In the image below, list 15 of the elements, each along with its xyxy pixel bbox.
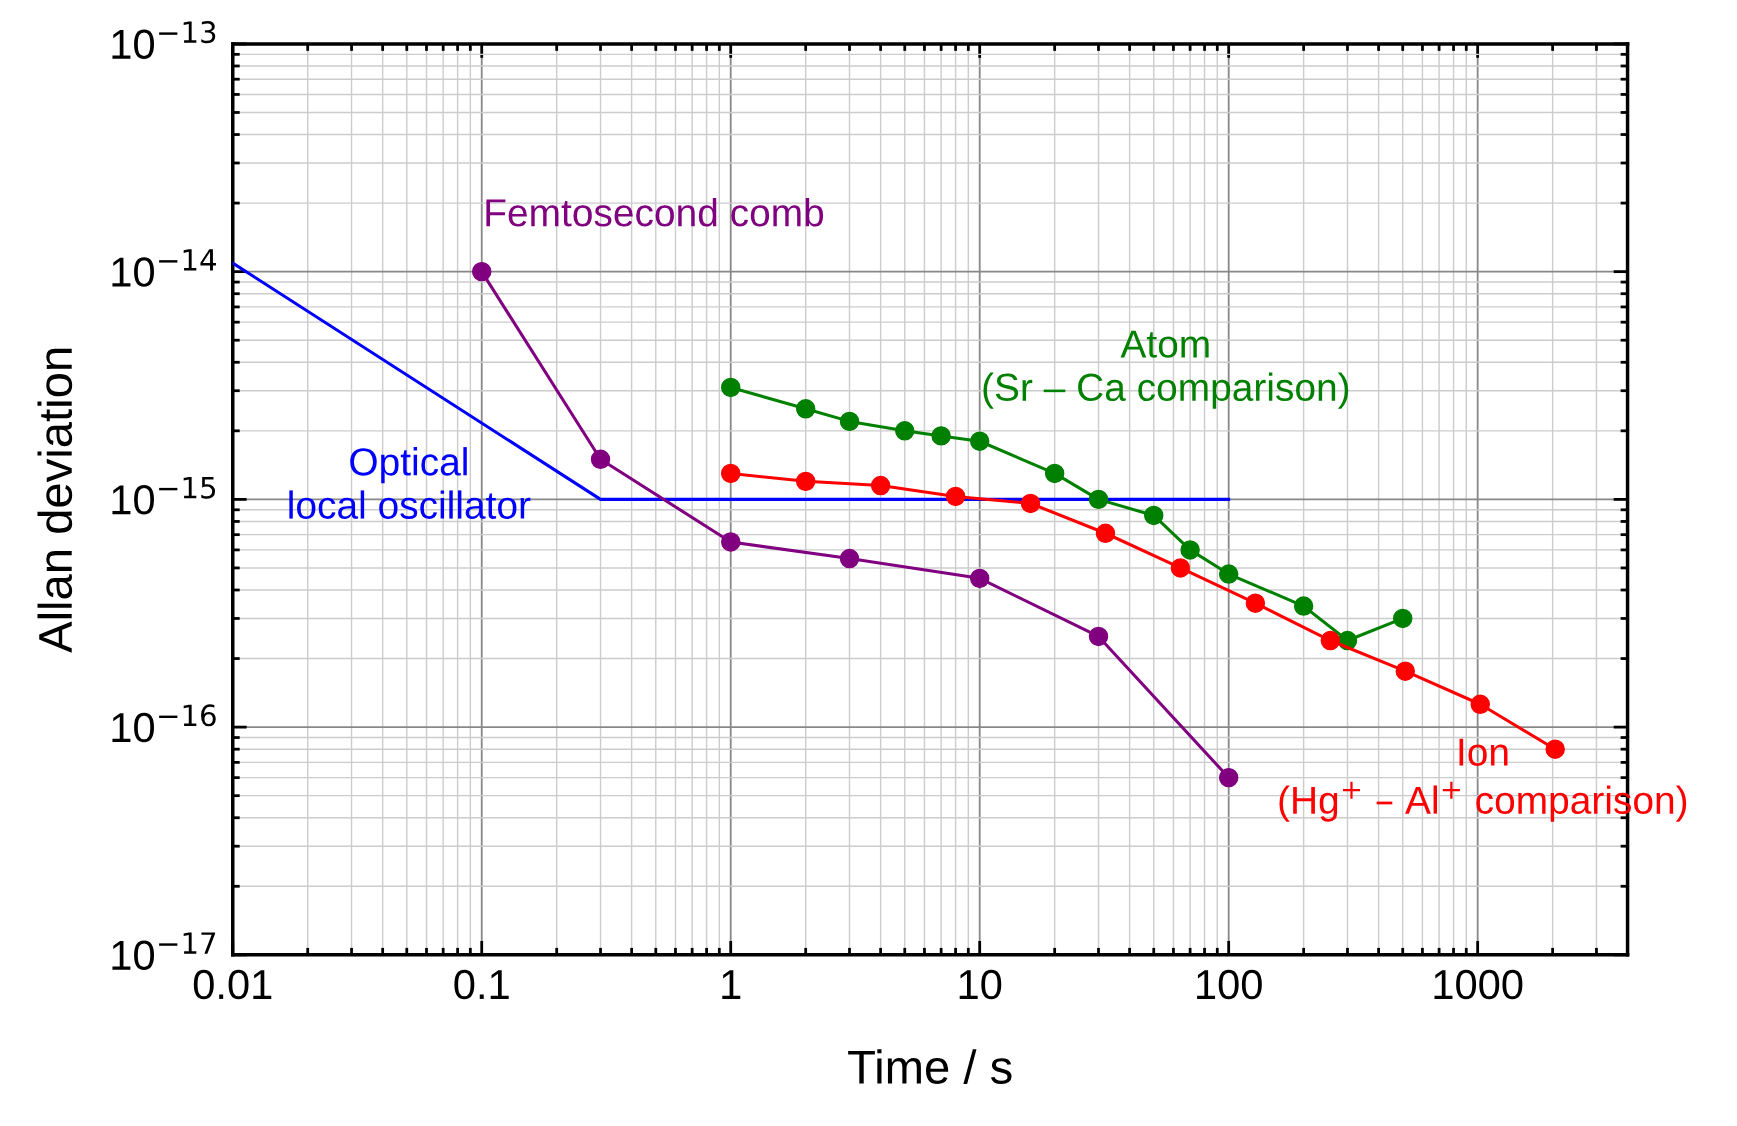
x-tick-label: 10 bbox=[959, 969, 1002, 1000]
y-tick-label: 10$^{−16}$ bbox=[112, 704, 216, 743]
y-tick-label: 10$^{−13}$ bbox=[112, 21, 216, 60]
x-tick-label: 1000 bbox=[1434, 969, 1523, 1000]
x-tick-label: 1 bbox=[722, 970, 741, 999]
x-tick-label: 100 bbox=[1197, 969, 1262, 1000]
x-tick-label: 0.01 bbox=[193, 969, 272, 1000]
x-axis-title: Time / s bbox=[848, 1049, 1012, 1084]
series-label: Femtosecond comb bbox=[486, 197, 824, 227]
x-tick-label: 0.1 bbox=[454, 969, 509, 1000]
series-label: Atom (Sr – Ca comparison) bbox=[983, 330, 1349, 409]
y-tick-label: 10$^{−15}$ bbox=[112, 476, 216, 515]
y-tick-label: 10$^{−14}$ bbox=[112, 249, 216, 287]
y-axis-title: Allan deviation bbox=[37, 348, 73, 653]
series-label: Optical local oscillator bbox=[289, 447, 531, 519]
